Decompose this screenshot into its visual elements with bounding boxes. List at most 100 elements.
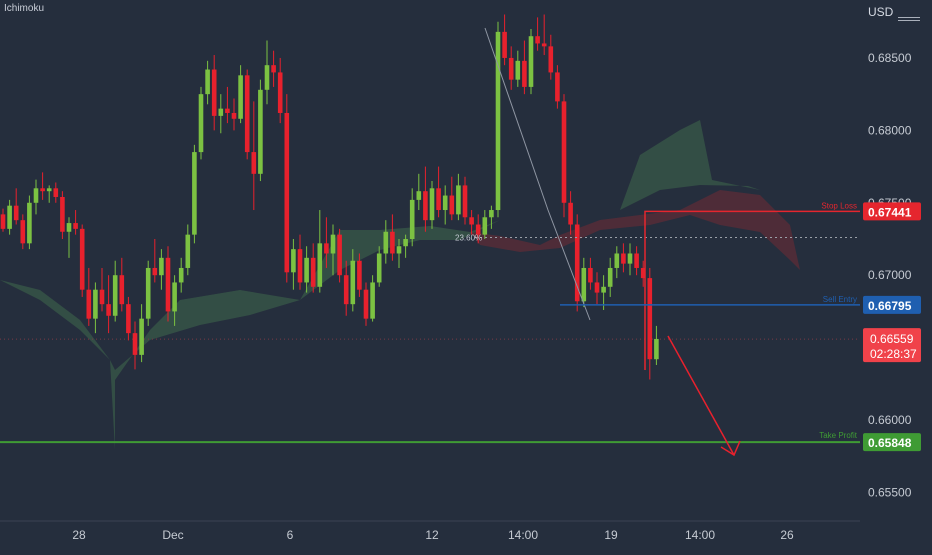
candle (317, 243, 323, 287)
candle (337, 234, 342, 276)
candle (607, 267, 613, 287)
candle (390, 231, 395, 254)
countdown-value: 02:28:37 (870, 347, 917, 361)
stop-loss-label: Stop Loss (821, 201, 857, 210)
candle (568, 202, 573, 225)
candle (640, 267, 646, 279)
cloud-bullish (620, 120, 760, 210)
candle (522, 60, 527, 87)
candle (574, 224, 580, 302)
candle (304, 257, 309, 283)
candle (7, 205, 12, 229)
candle (581, 267, 587, 302)
candle (99, 289, 105, 305)
stop-loss-line (644, 210, 860, 370)
candle (119, 275, 125, 305)
axes: 0.685000.680000.675000.670000.665000.660… (0, 51, 912, 542)
candle (423, 191, 428, 221)
x-tick-label: 19 (604, 528, 618, 542)
candle (588, 267, 593, 283)
candle (502, 31, 507, 58)
candle (178, 267, 184, 283)
candle (86, 289, 92, 319)
candle (561, 101, 567, 203)
candle (27, 202, 32, 244)
candle (192, 152, 197, 235)
fib-label: 23.60% (455, 234, 482, 243)
candle (106, 304, 111, 316)
candle (139, 318, 144, 355)
candle (489, 210, 494, 218)
candle (73, 223, 78, 229)
candle (330, 234, 336, 254)
candle (482, 217, 488, 235)
take-profit-value: 0.65848 (868, 436, 912, 450)
candles (0, 14, 659, 380)
candle (469, 217, 474, 225)
candle (53, 188, 59, 197)
candle (555, 72, 560, 102)
candle (442, 195, 448, 211)
candle (601, 286, 606, 293)
projection-arrow (667, 335, 735, 456)
candle (152, 267, 158, 276)
x-tick-label: 6 (287, 528, 294, 542)
ichimoku-cloud (0, 120, 800, 450)
candle (277, 72, 283, 113)
candle (66, 223, 72, 232)
candle (159, 257, 164, 276)
candle (218, 108, 224, 116)
candle (211, 69, 217, 116)
menu-icon[interactable] (898, 17, 920, 23)
candle (436, 188, 441, 211)
fib-trendline (484, 27, 591, 321)
candle (165, 257, 171, 312)
sell-entry-value: 0.66795 (868, 299, 912, 313)
current-price-value: 0.66559 (870, 332, 914, 346)
y-tick-label: 0.66000 (868, 413, 912, 427)
candle (409, 199, 415, 239)
candle (621, 253, 626, 264)
candle (495, 31, 501, 211)
candle (416, 191, 422, 200)
candle (363, 289, 369, 319)
x-tick-label: 12 (425, 528, 439, 542)
candle (112, 275, 118, 316)
candle (198, 94, 204, 153)
candle (145, 267, 151, 319)
candle (126, 304, 131, 334)
candle (324, 243, 329, 254)
candle (40, 188, 45, 192)
currency-label[interactable]: USD (868, 5, 894, 19)
candle (403, 238, 408, 247)
candle (60, 196, 65, 232)
indicator-label: Ichimoku (4, 3, 45, 14)
y-tick-label: 0.67000 (868, 268, 912, 282)
candle (456, 185, 461, 215)
candle (284, 112, 290, 273)
candle (251, 152, 257, 174)
stop-loss-value: 0.67441 (868, 205, 912, 219)
x-tick-label: Dec (162, 528, 183, 542)
candle (627, 253, 633, 264)
candle (396, 246, 402, 254)
candle (541, 43, 547, 47)
candle (291, 249, 296, 273)
projection-arrowhead (720, 440, 741, 457)
candle (654, 338, 659, 360)
take-profit-tag (863, 433, 921, 452)
drawings: 23.60% Stop Loss Sell Entry Take Profit (0, 27, 860, 457)
candle (357, 260, 362, 290)
candle (462, 185, 468, 218)
candle (310, 257, 316, 287)
candle (46, 188, 52, 192)
sell-entry-tag (863, 295, 921, 314)
x-tick-label: 14:00 (508, 528, 538, 542)
candle (548, 46, 554, 73)
candle (475, 224, 481, 235)
take-profit-label: Take Profit (819, 431, 858, 440)
candle (20, 220, 26, 244)
